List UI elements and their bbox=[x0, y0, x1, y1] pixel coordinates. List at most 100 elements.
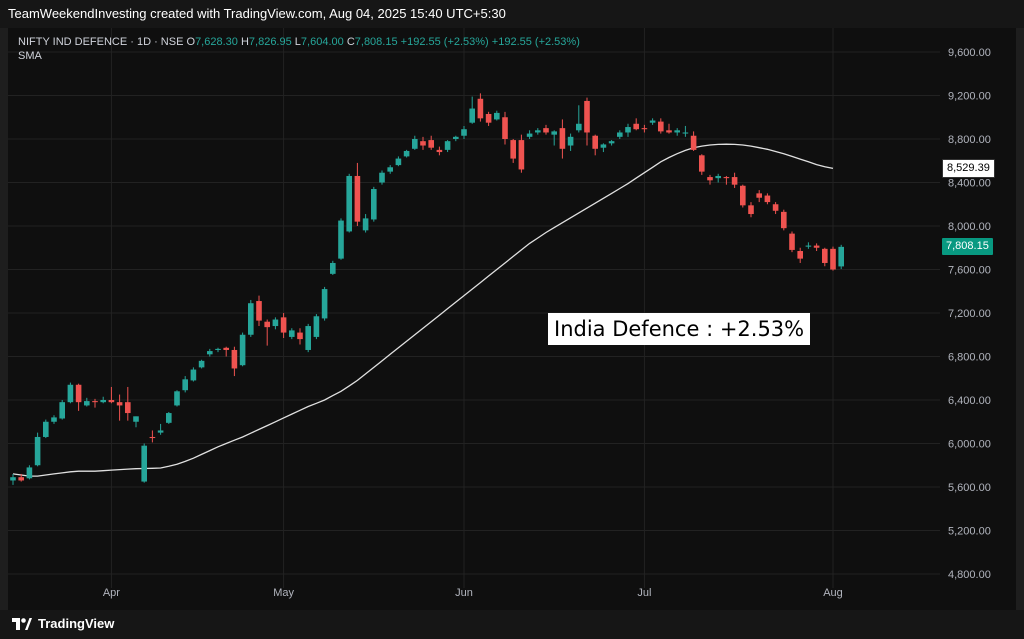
candle[interactable] bbox=[256, 295, 262, 327]
candle[interactable] bbox=[108, 386, 115, 404]
candle[interactable] bbox=[510, 139, 516, 163]
candle[interactable] bbox=[362, 214, 369, 233]
candle[interactable] bbox=[280, 313, 287, 339]
candle[interactable] bbox=[838, 244, 844, 270]
candle[interactable] bbox=[403, 149, 410, 158]
candle[interactable] bbox=[789, 231, 795, 253]
candle[interactable] bbox=[699, 154, 705, 175]
candle[interactable] bbox=[494, 110, 500, 121]
candle[interactable] bbox=[666, 123, 672, 134]
candle[interactable] bbox=[313, 314, 320, 340]
candle[interactable] bbox=[444, 140, 451, 153]
candle[interactable] bbox=[215, 347, 221, 353]
candle[interactable] bbox=[641, 124, 648, 133]
tradingview-brand[interactable]: TradingView bbox=[12, 616, 114, 631]
candle[interactable] bbox=[141, 443, 147, 483]
candle[interactable] bbox=[740, 184, 746, 208]
candle[interactable] bbox=[822, 247, 828, 267]
sma-indicator-label[interactable]: SMA bbox=[18, 50, 42, 62]
candle[interactable] bbox=[166, 411, 172, 424]
candle[interactable] bbox=[125, 386, 131, 421]
candle[interactable] bbox=[100, 396, 106, 404]
candle[interactable] bbox=[43, 419, 49, 439]
candle[interactable] bbox=[239, 332, 246, 367]
candle[interactable] bbox=[551, 130, 557, 146]
candle[interactable] bbox=[34, 432, 41, 467]
candle[interactable] bbox=[18, 473, 24, 482]
candle[interactable] bbox=[682, 125, 689, 137]
candle[interactable] bbox=[321, 286, 328, 321]
candle[interactable] bbox=[387, 165, 393, 174]
symbol-name[interactable]: NIFTY IND DEFENCE · 1D · NSE bbox=[18, 36, 184, 48]
candle[interactable] bbox=[395, 156, 402, 167]
candle[interactable] bbox=[371, 186, 377, 222]
candle[interactable] bbox=[420, 136, 426, 150]
candle[interactable] bbox=[436, 146, 443, 156]
candle[interactable] bbox=[518, 134, 525, 173]
candle[interactable] bbox=[133, 416, 139, 428]
candle[interactable] bbox=[617, 130, 623, 139]
candle[interactable] bbox=[592, 134, 598, 156]
candle[interactable] bbox=[182, 376, 188, 393]
candle[interactable] bbox=[715, 173, 721, 183]
candle[interactable] bbox=[59, 400, 65, 420]
candle[interactable] bbox=[75, 383, 82, 411]
candle[interactable] bbox=[198, 359, 205, 369]
candle[interactable] bbox=[748, 202, 754, 218]
candle[interactable] bbox=[330, 260, 336, 275]
candle[interactable] bbox=[576, 105, 582, 133]
candle[interactable] bbox=[453, 135, 459, 142]
price-chart[interactable]: 4,800.00 5,200.00 5,600.00 6,000.00 6,400.00… bbox=[8, 28, 1016, 610]
candle[interactable] bbox=[485, 111, 492, 126]
candle[interactable] bbox=[428, 135, 434, 150]
candle[interactable] bbox=[297, 328, 303, 345]
candle[interactable] bbox=[149, 430, 156, 443]
candle[interactable] bbox=[272, 317, 279, 330]
candle[interactable] bbox=[625, 123, 631, 137]
candle[interactable] bbox=[723, 175, 730, 185]
candle[interactable] bbox=[346, 173, 352, 233]
candle[interactable] bbox=[830, 246, 836, 271]
candle[interactable] bbox=[289, 328, 295, 340]
candle[interactable] bbox=[690, 131, 697, 151]
candle[interactable] bbox=[764, 193, 771, 205]
performance-annotation[interactable]: India Defence : +2.53% bbox=[548, 313, 811, 345]
candle[interactable] bbox=[116, 394, 123, 421]
candle[interactable] bbox=[797, 247, 803, 263]
candle[interactable] bbox=[813, 243, 820, 252]
candle[interactable] bbox=[477, 93, 484, 122]
candle[interactable] bbox=[649, 118, 656, 125]
candle[interactable] bbox=[772, 202, 779, 215]
candle[interactable] bbox=[543, 124, 549, 135]
candle[interactable] bbox=[174, 390, 180, 407]
candle[interactable] bbox=[92, 398, 98, 408]
candle[interactable] bbox=[658, 118, 664, 134]
chart-area[interactable]: 4,800.00 5,200.00 5,600.00 6,000.00 6,400.00… bbox=[8, 28, 1016, 610]
candle[interactable] bbox=[567, 133, 574, 151]
candle[interactable] bbox=[51, 415, 57, 424]
candle[interactable] bbox=[707, 174, 713, 185]
candle[interactable] bbox=[338, 218, 344, 260]
candle[interactable] bbox=[26, 465, 33, 480]
candle[interactable] bbox=[559, 119, 566, 159]
candle[interactable] bbox=[223, 346, 229, 357]
candle[interactable] bbox=[805, 242, 812, 249]
candle[interactable] bbox=[10, 473, 16, 485]
candle[interactable] bbox=[535, 128, 541, 135]
candle[interactable] bbox=[461, 125, 467, 139]
candle[interactable] bbox=[67, 382, 74, 404]
candle[interactable] bbox=[526, 130, 533, 139]
candle[interactable] bbox=[584, 97, 590, 146]
candle[interactable] bbox=[231, 346, 238, 377]
candle[interactable] bbox=[633, 118, 639, 131]
candle[interactable] bbox=[674, 128, 680, 136]
candle[interactable] bbox=[781, 209, 787, 231]
candle[interactable] bbox=[412, 135, 418, 150]
candle[interactable] bbox=[731, 172, 738, 188]
candle[interactable] bbox=[248, 299, 254, 337]
candle[interactable] bbox=[756, 190, 762, 203]
candle[interactable] bbox=[502, 111, 508, 145]
candle[interactable] bbox=[207, 348, 213, 357]
candle[interactable] bbox=[157, 423, 164, 435]
candle[interactable] bbox=[600, 143, 607, 153]
